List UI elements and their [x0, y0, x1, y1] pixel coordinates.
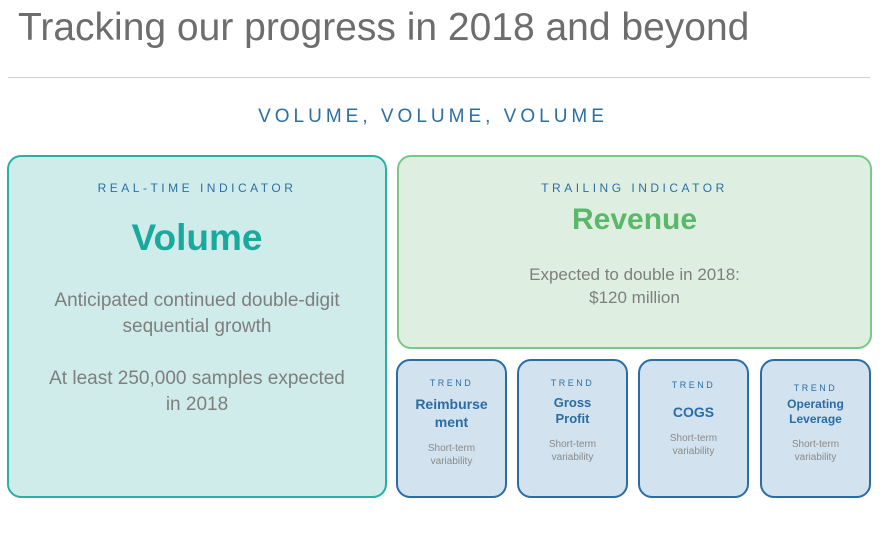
- trend-box-operating-leverage: TREND Operating Leverage Short-term vari…: [760, 359, 871, 498]
- volume-samples-text: At least 250,000 samples expected in 201…: [9, 366, 385, 418]
- volume-title: Volume: [131, 217, 263, 258]
- trend-label: TREND: [550, 378, 595, 388]
- trend-box-cogs: TREND COGS Short-term variability: [638, 359, 749, 498]
- trend-name: Reimburse ment: [398, 395, 505, 431]
- volume-growth-line-1: Anticipated continued double-digit: [54, 290, 340, 311]
- trend-sub-line-2: variability: [430, 456, 473, 467]
- trend-name-line-1: Operating: [787, 397, 844, 411]
- trend-sub: Short-term variability: [398, 442, 505, 468]
- revenue-expectation-line-1: Expected to double in 2018:: [529, 265, 740, 284]
- trend-box-gross-profit: TREND Gross Profit Short-term variabilit…: [517, 359, 628, 498]
- trend-sub: Short-term variability: [762, 438, 869, 464]
- trend-sub-line-1: Short-term: [427, 443, 476, 454]
- trend-box-reimbursement: TREND Reimburse ment Short-term variabil…: [396, 359, 507, 498]
- trend-name-line-1: COGS: [672, 404, 715, 420]
- trend-name: COGS: [640, 403, 747, 421]
- revenue-expectation-line-2: $120 million: [589, 288, 680, 307]
- volume-growth-text: Anticipated continued double-digit seque…: [9, 288, 385, 340]
- trend-name-line-1: Gross: [553, 395, 592, 410]
- trend-sub: Short-term variability: [519, 438, 626, 464]
- volume-growth-line-2: sequential growth: [122, 316, 272, 337]
- trend-sub-line-1: Short-term: [669, 433, 718, 444]
- slide-subtitle: VOLUME, VOLUME, VOLUME: [258, 106, 608, 127]
- slide-title: Tracking our progress in 2018 and beyond: [18, 6, 750, 49]
- revenue-indicator-label: TRAILING INDICATOR: [541, 181, 728, 195]
- trend-sub-line-2: variability: [551, 452, 594, 463]
- revenue-expectation-text: Expected to double in 2018: $120 million: [399, 263, 870, 309]
- trend-label: TREND: [671, 380, 716, 390]
- volume-indicator-label: REAL-TIME INDICATOR: [97, 181, 297, 195]
- volume-indicator-box: REAL-TIME INDICATOR Volume Anticipated c…: [7, 155, 387, 498]
- revenue-title: Revenue: [571, 203, 698, 236]
- trend-name: Gross Profit: [519, 395, 626, 427]
- trend-label: TREND: [793, 383, 838, 393]
- trend-sub-line-2: variability: [672, 446, 715, 457]
- trend-sub-line-2: variability: [794, 452, 837, 463]
- trend-name-line-2: ment: [434, 414, 469, 430]
- trend-name: Operating Leverage: [762, 397, 869, 427]
- trend-sub-line-1: Short-term: [791, 439, 840, 450]
- title-divider: [8, 77, 870, 78]
- volume-samples-line-2: in 2018: [165, 394, 229, 415]
- revenue-indicator-box: TRAILING INDICATOR Revenue Expected to d…: [397, 155, 872, 349]
- trend-label: TREND: [429, 378, 474, 388]
- trend-sub-line-1: Short-term: [548, 439, 597, 450]
- volume-samples-line-1: At least 250,000 samples expected: [49, 368, 345, 389]
- trend-sub: Short-term variability: [640, 432, 747, 458]
- trend-name-line-2: Profit: [555, 411, 590, 426]
- trend-name-line-1: Reimburse: [415, 396, 488, 412]
- trend-name-line-2: Leverage: [789, 412, 842, 426]
